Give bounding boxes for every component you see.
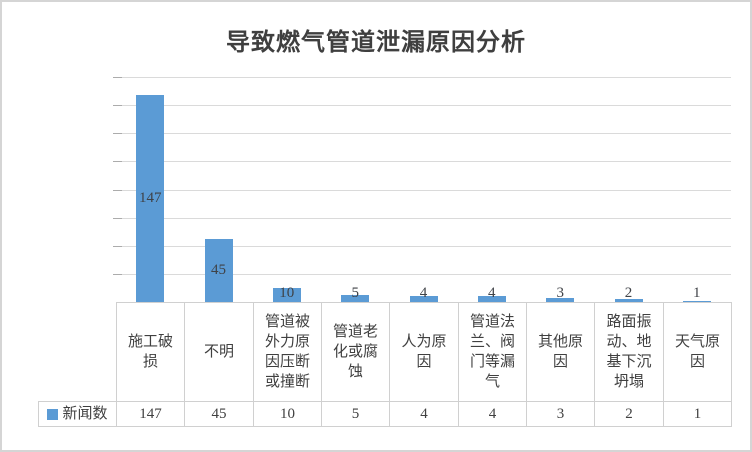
axis-tick (113, 133, 122, 134)
bar-data-label: 3 (556, 284, 564, 301)
bar-8[interactable] (614, 299, 643, 302)
bar-data-label: 147 (138, 190, 162, 207)
bar-data-label: 10 (279, 284, 295, 301)
value-cell: 3 (526, 401, 595, 427)
gridline (116, 190, 731, 191)
category-cell: 路面振动、地基下沉坍塌 (594, 302, 664, 402)
category-cell: 其他原因 (526, 302, 595, 402)
gridline (116, 274, 731, 275)
bar-9[interactable] (682, 300, 711, 302)
bar-7[interactable] (546, 297, 575, 302)
category-cell: 天气原因 (663, 302, 732, 402)
axis-tick (113, 218, 122, 219)
value-cell: 45 (184, 401, 254, 427)
value-cell: 147 (116, 401, 185, 427)
bar-5[interactable] (409, 296, 438, 302)
gridline (116, 246, 731, 247)
bar-data-label: 1 (693, 284, 701, 301)
bar-1[interactable] (136, 95, 165, 302)
bar-data-label: 4 (488, 284, 496, 301)
chart-title: 导致燃气管道泄漏原因分析 (226, 30, 526, 56)
value-cell: 5 (321, 401, 390, 427)
value-cell: 1 (663, 401, 732, 427)
bar-6[interactable] (477, 296, 506, 302)
value-cell: 4 (458, 401, 527, 427)
bar-data-label: 4 (419, 284, 428, 301)
bar-data-label: 2 (624, 284, 633, 301)
axis-tick (113, 105, 122, 106)
bar-4[interactable] (341, 295, 370, 302)
axis-tick (113, 161, 122, 162)
category-cell: 管道法兰、阀门等漏气 (458, 302, 527, 402)
category-cell: 施工破损 (116, 302, 185, 402)
axis-tick (113, 77, 122, 78)
value-cell: 10 (253, 401, 322, 427)
legend-cell[interactable]: 新闻数 (38, 401, 117, 427)
bar-3[interactable] (272, 287, 301, 302)
data-table: 新闻数 施工破损 147 不明 45 管道被外力原因压断或撞断 10 管道老化或腐蚀 5 人为原… (38, 302, 732, 428)
gridline (116, 161, 731, 162)
legend-label: 新闻数 (62, 406, 108, 422)
axis-tick (113, 274, 122, 275)
axis-tick (113, 190, 122, 191)
legend-key-icon (47, 408, 59, 420)
gridline (116, 105, 731, 106)
category-cell: 管道被外力原因压断或撞断 (253, 302, 322, 402)
axis-tick (113, 246, 122, 247)
bar-data-label: 45 (211, 261, 226, 278)
gridline (116, 218, 731, 219)
gridline (116, 133, 731, 134)
value-cell: 2 (594, 401, 664, 427)
bar-data-label: 5 (351, 284, 359, 301)
category-cell: 管道老化或腐蚀 (321, 302, 390, 402)
category-cell: 不明 (184, 302, 254, 402)
category-cell: 人为原因 (389, 302, 459, 402)
bar-2[interactable] (204, 238, 233, 302)
gridline (116, 77, 731, 78)
value-cell: 4 (389, 401, 459, 427)
